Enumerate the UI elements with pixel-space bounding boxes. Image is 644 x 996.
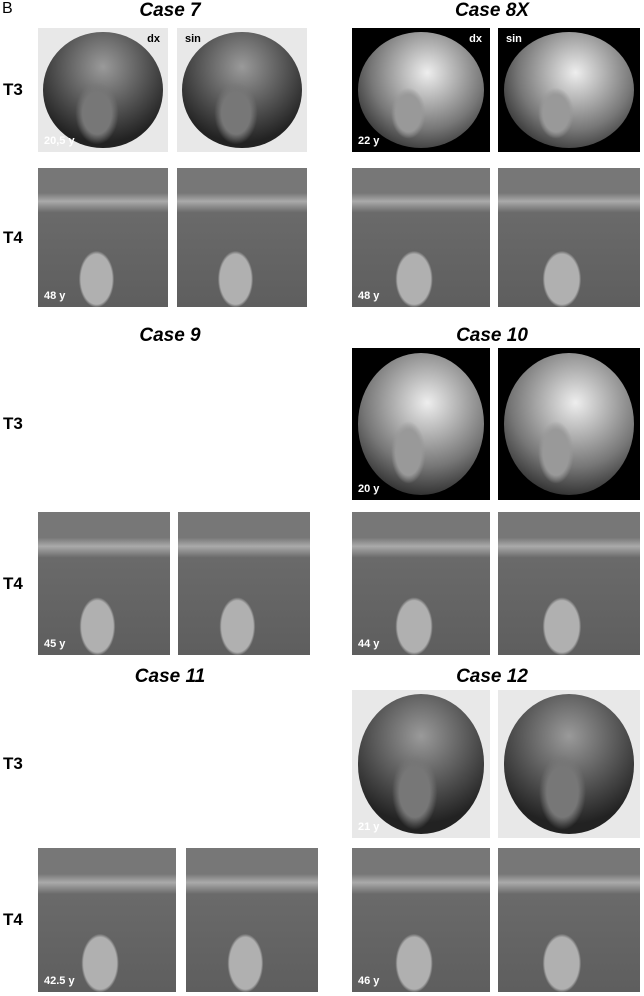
radiograph: 22 y dx (352, 28, 490, 152)
ct-scan: 48 y (38, 168, 168, 307)
radiograph: 20,5 y dx (38, 28, 168, 152)
side-label: dx (147, 33, 160, 45)
radiograph-field (503, 694, 635, 834)
radiograph-field (503, 352, 635, 496)
radiograph-field (503, 31, 635, 149)
ct-scan (178, 512, 310, 655)
age-label: 42.5 y (44, 975, 75, 987)
side-label: dx (469, 33, 482, 45)
radiograph (498, 690, 640, 838)
age-label: 44 y (358, 638, 380, 650)
age-label: 20 y (358, 483, 380, 495)
row-label: T4 (3, 227, 23, 247)
radiograph-field (357, 352, 485, 496)
age-label: 46 y (358, 975, 380, 987)
ct-scan: 46 y (352, 848, 490, 992)
age-label: 48 y (44, 290, 66, 302)
case-title: Case 7 (139, 0, 201, 21)
radiograph: sin (177, 28, 307, 152)
age-label: 45 y (44, 638, 66, 650)
radiograph-field (357, 694, 485, 834)
radiograph-field (182, 31, 302, 149)
panel-label: B (2, 0, 13, 17)
radiograph: 21 y (352, 690, 490, 838)
radiograph: 20 y (352, 348, 490, 500)
case-title: Case 11 (134, 666, 206, 687)
ct-scan (498, 168, 640, 307)
ct-scan (498, 512, 640, 655)
row-label: T4 (3, 573, 23, 593)
row-label: T3 (3, 754, 23, 773)
row-label: T3 (3, 80, 23, 99)
age-label: 48 y (358, 290, 380, 302)
side-label: sin (185, 33, 201, 45)
radiograph-field (357, 31, 485, 149)
age-label: 22 y (358, 135, 380, 147)
ct-scan (186, 848, 318, 992)
ct-scan: 44 y (352, 512, 490, 655)
case-title: Case 9 (139, 325, 201, 346)
ct-scan: 45 y (38, 512, 170, 655)
row-label: T4 (3, 910, 23, 929)
ct-scan (498, 848, 640, 992)
side-label: sin (506, 33, 522, 45)
case-title: Case 12 (456, 666, 528, 687)
case-title: Case 10 (456, 325, 528, 346)
row-label: T3 (3, 414, 23, 433)
case-title: Case 8X (455, 0, 529, 21)
radiograph-field (43, 31, 163, 149)
radiograph (498, 348, 640, 500)
radiograph: sin (498, 28, 640, 152)
ct-scan (177, 168, 307, 307)
age-label: 21 y (358, 821, 380, 833)
ct-scan: 48 y (352, 168, 490, 307)
age-label: 20,5 y (44, 135, 75, 147)
ct-scan: 42.5 y (38, 848, 176, 992)
